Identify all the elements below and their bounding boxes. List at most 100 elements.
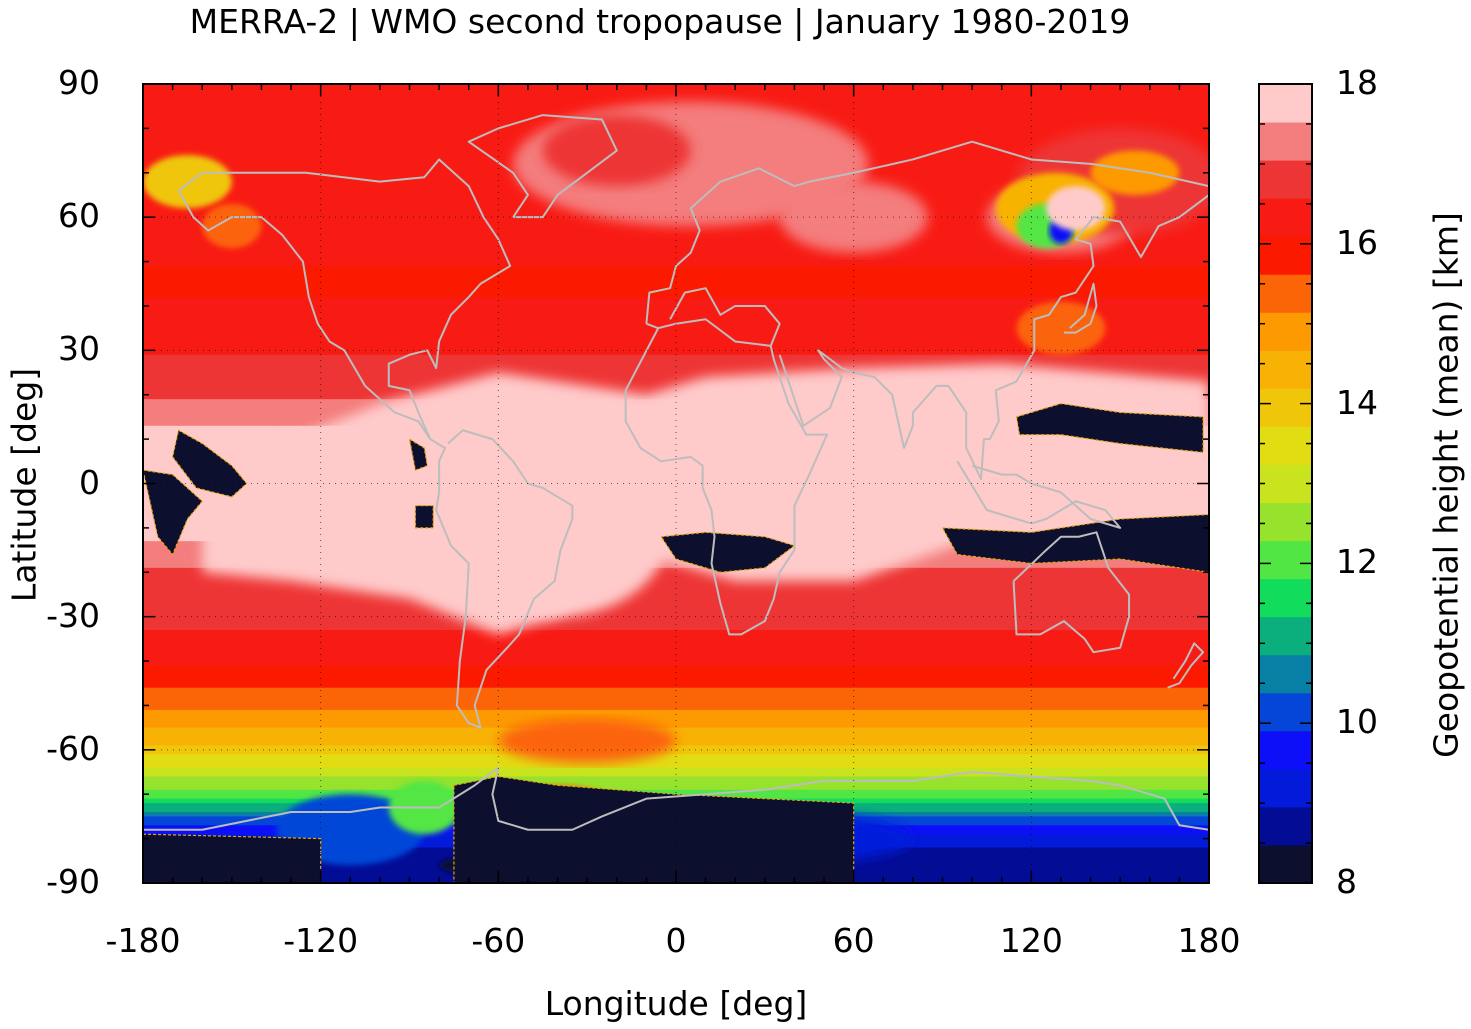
zonal-band [143,749,1209,755]
zonal-band [143,288,1209,294]
tropical-high-region [202,363,1209,635]
zonal-band [143,718,1209,724]
zonal-band [143,665,1209,671]
x-tick-label: -180 [105,921,181,960]
coast-new-zealand [1167,642,1205,689]
coastlines [143,114,1209,831]
coast-west-america [177,190,432,440]
zonal-band [143,337,1209,343]
zonal-band [143,354,1209,360]
y-tick-label: -30 [46,595,100,635]
plot-area [143,84,1209,883]
coast-eurasia-north [645,140,1209,324]
zonal-band [143,674,1209,680]
missing-pacific-north [171,429,248,498]
south-atlantic-high [445,439,671,617]
colorbar-tick-label: 18 [1336,63,1378,102]
coast-africa [624,318,829,636]
zonal-band [143,629,1209,636]
zonal-band [143,656,1209,662]
colorbar-level [1259,540,1312,580]
zonal-band [143,603,1209,609]
coast-americas [177,158,574,729]
coast-greenland [467,114,618,219]
x-tick-label: 60 [832,921,875,960]
zonal-band [143,621,1209,627]
drake-orange [498,718,676,764]
zonal-band [143,616,1209,622]
zonal-band [143,594,1209,600]
zonal-band [143,767,1209,773]
missing-ross [143,833,322,883]
zonal-band [143,341,1209,347]
colorbar-level [1259,654,1312,694]
zonal-band [143,368,1209,374]
colorbar-level [1259,84,1312,123]
zonal-band [143,252,1209,258]
japan-orange [1016,301,1106,355]
zonal-band [143,297,1209,303]
zonal-band [143,612,1209,618]
zonal-band [143,581,1209,587]
missing-south-africa [660,531,796,573]
y-tick-label: 0 [79,462,100,502]
colorbar-level [1259,806,1312,846]
x-tick-label: -60 [471,921,526,960]
zonal-band [143,709,1209,715]
zonal-band [143,248,1209,254]
colorbar-level [1259,616,1312,656]
colorbar-tick-label: 12 [1336,542,1378,582]
zonal-band [143,274,1209,280]
colorbar-level [1259,198,1312,237]
colorbar-level [1259,312,1312,351]
x-tick-label: 120 [999,921,1063,960]
coast-japan [1063,282,1098,334]
zonal-band [143,314,1209,320]
siberia-pink [779,181,928,253]
y-tick-label: 30 [58,329,100,369]
colorbar-frame [1258,83,1313,884]
colorbar-tick-label: 10 [1336,702,1378,742]
colorbar-level [1259,768,1312,808]
x-tick-label: 0 [665,921,687,960]
colorbar-tick-label: 8 [1336,862,1357,901]
zonal-band [143,780,1209,786]
field-features [143,101,1209,883]
colorbar-level [1259,502,1312,542]
zonal-band [143,607,1209,613]
x-tick-label: 180 [1177,921,1241,960]
missing-peru [414,505,434,529]
missing-antarctica [453,775,855,883]
zonal-band [143,678,1209,684]
coast-indonesia [956,460,1122,529]
x-tick-label: -120 [283,921,359,960]
colorbar-level [1259,844,1312,884]
colorbar-level [1259,274,1312,313]
zonal-band [143,590,1209,596]
zonal-band [143,292,1209,298]
zonal-band [143,776,1209,782]
tick-marks [142,83,1210,884]
zonal-band [143,359,1209,365]
alaska-yellow [143,155,232,209]
coast-asia-south-east [778,194,1209,481]
colorbar-level [1259,692,1312,732]
missing-pacific-south [143,469,204,556]
zonal-band [143,323,1209,329]
zonal-band [143,381,1209,387]
zonal-band [143,705,1209,711]
x-axis-label: Longitude [deg] [544,984,808,1023]
kamchatka-orange [1090,150,1180,195]
missing-west-pacific-north [1015,402,1204,454]
zonal-band [143,283,1209,289]
zonal-band [143,572,1209,578]
zonal-band [143,692,1209,698]
zonal-band [143,239,1209,245]
colorbar-level [1259,464,1312,504]
zonal-band [143,97,1209,103]
zonal-band [143,740,1209,746]
zonal-band [143,701,1209,707]
zonal-band [143,647,1209,653]
zonal-band [143,732,1209,738]
